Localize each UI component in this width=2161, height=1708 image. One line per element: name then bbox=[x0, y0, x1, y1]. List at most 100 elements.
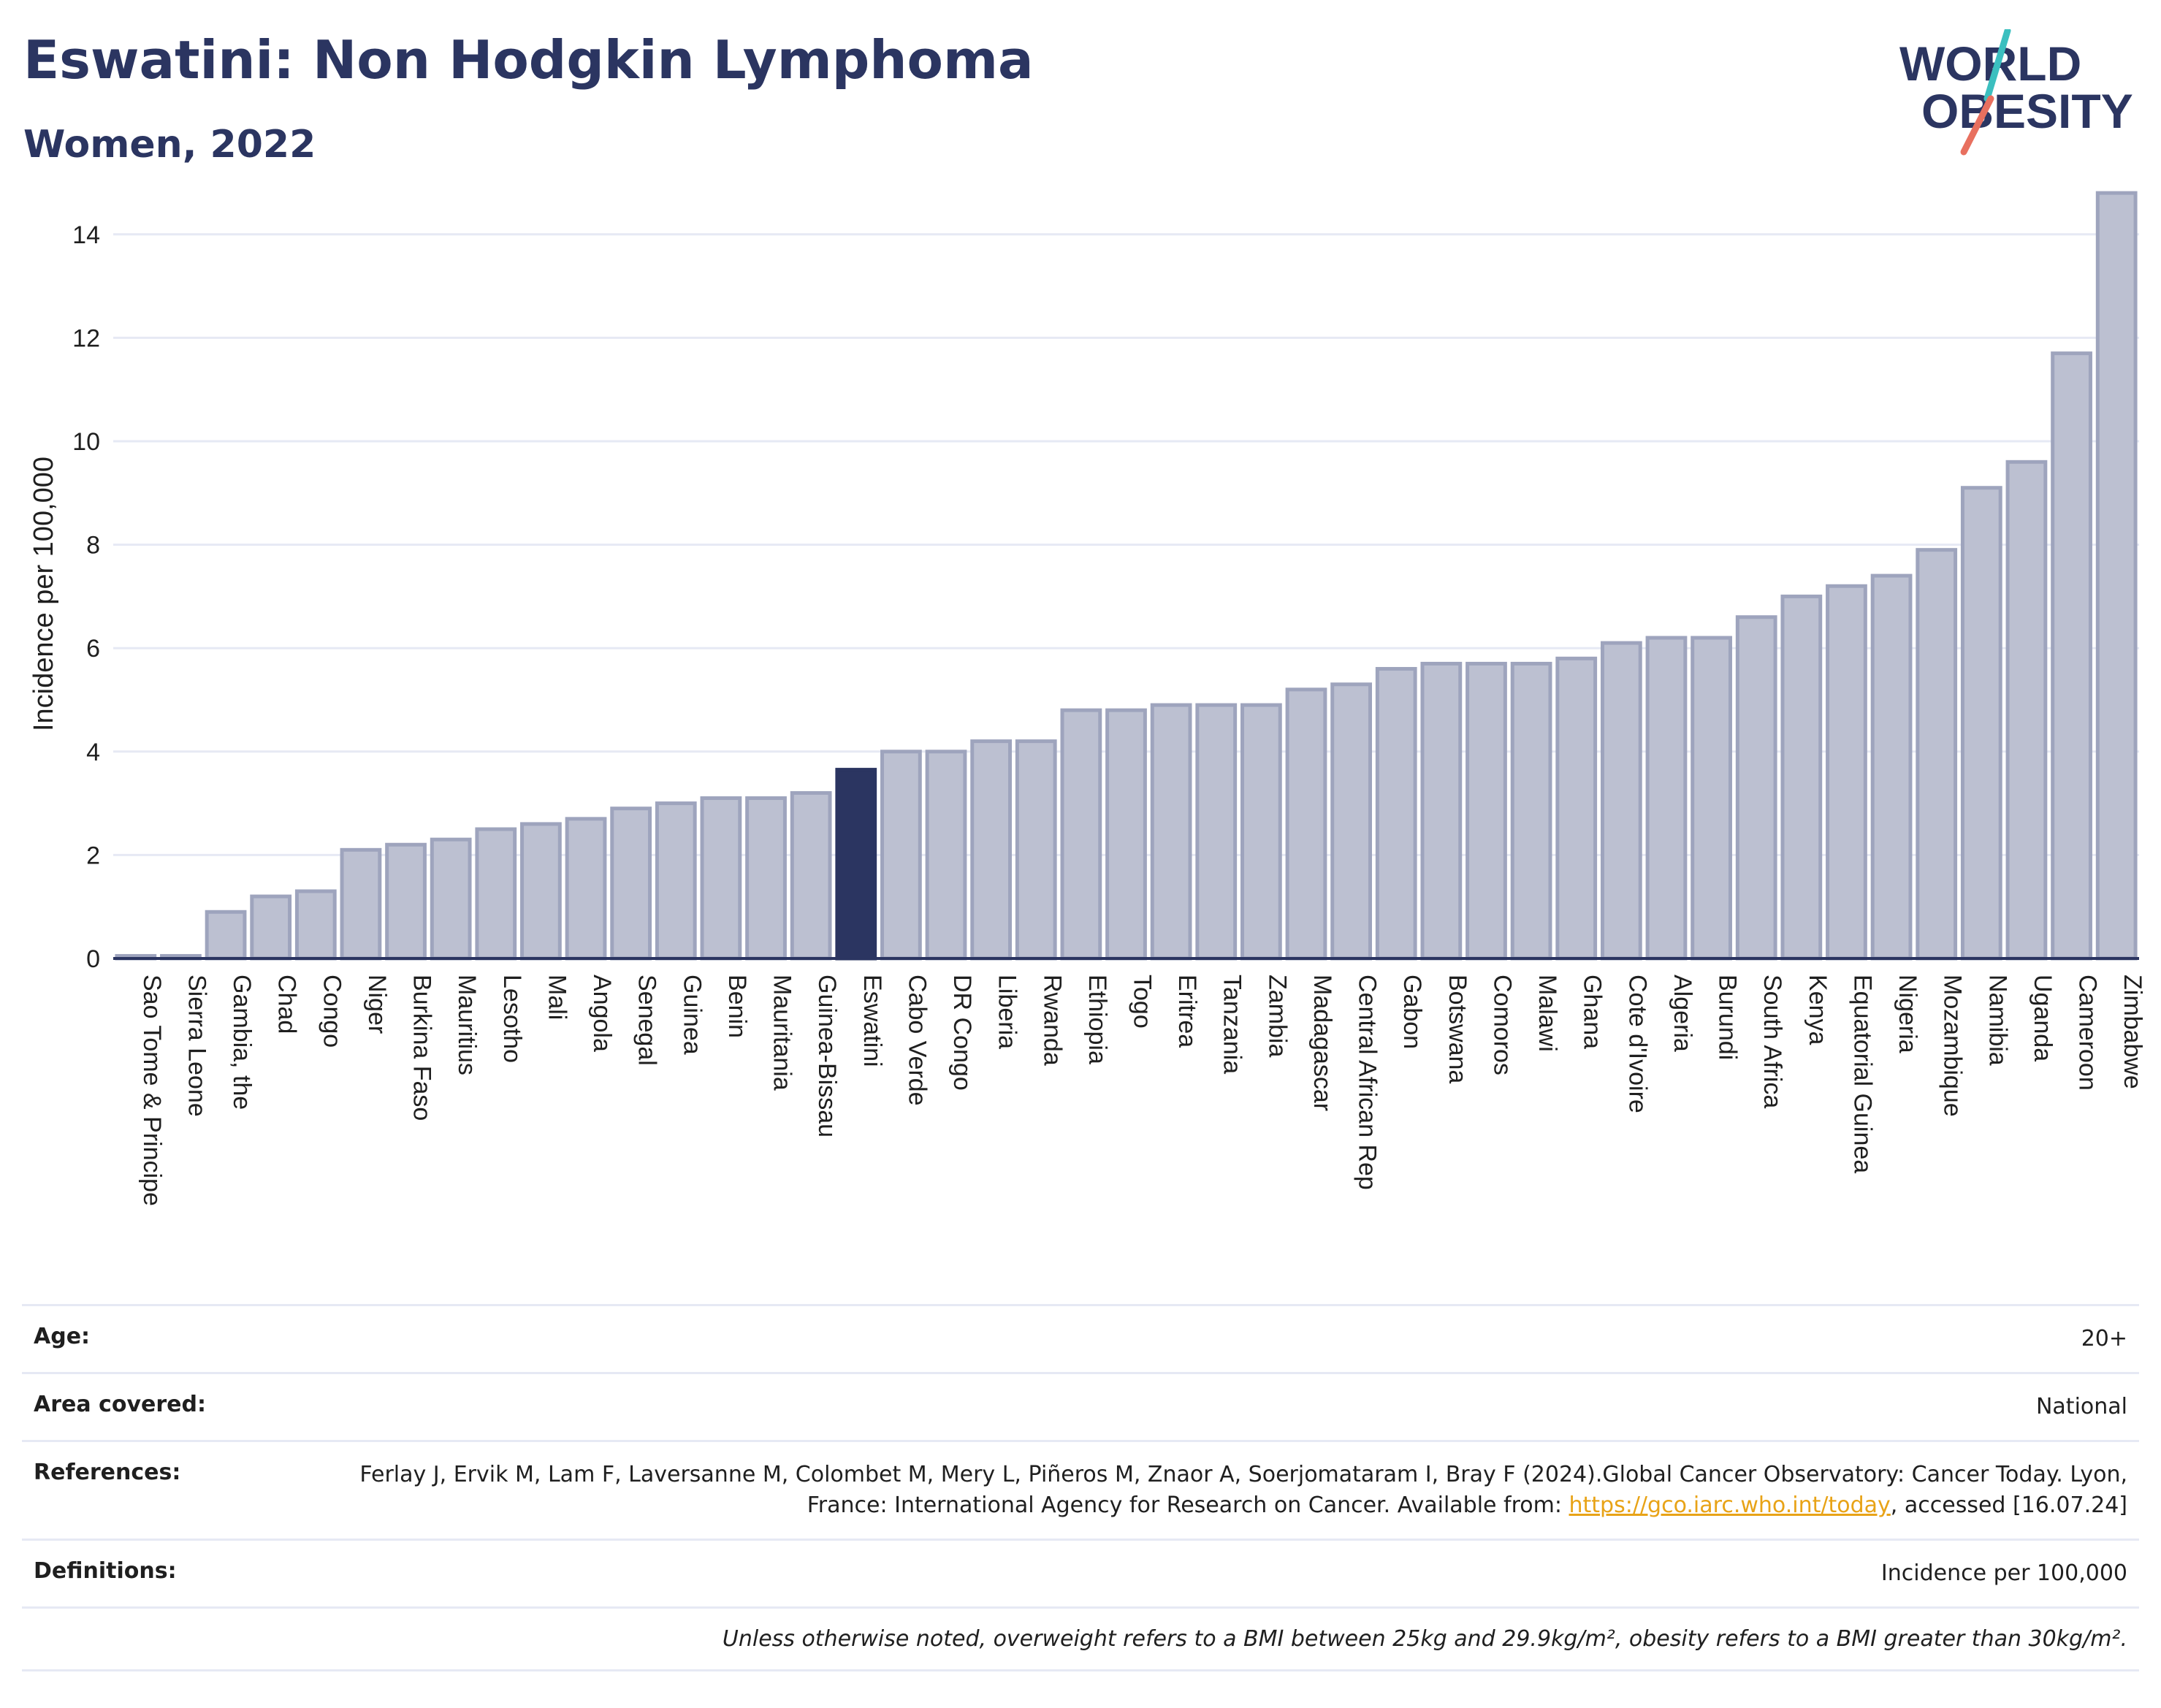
y-tick-label: 8 bbox=[86, 532, 100, 560]
info-row-area: Area covered: National bbox=[22, 1372, 2139, 1440]
bar bbox=[1555, 656, 1598, 961]
x-tick-label: Mauritania bbox=[769, 975, 796, 1091]
axis-layer: 0 2 4 6 8 10 12 14 Sao Tome & Principe Sierra Leo… bbox=[72, 221, 2146, 1206]
logo-word-2: OBESITY bbox=[1921, 84, 2133, 138]
info-row-references: References: Ferlay J, Ervik M, Lam F, La… bbox=[22, 1440, 2139, 1539]
bar bbox=[880, 750, 922, 961]
info-row-definitions: Definitions: Incidence per 100,000 bbox=[22, 1539, 2139, 1606]
x-tick-label: Cote d'Ivoire bbox=[1623, 975, 1651, 1113]
x-tick-label: Eswatini bbox=[858, 975, 886, 1067]
y-tick-label: 2 bbox=[86, 842, 100, 869]
bar bbox=[250, 894, 292, 961]
references-link[interactable]: https://gco.iarc.who.int/today bbox=[1569, 1492, 1891, 1518]
x-tick-label: Liberia bbox=[994, 975, 1021, 1049]
x-tick-label: Uganda bbox=[2029, 975, 2057, 1061]
x-tick-label: Ethiopia bbox=[1083, 975, 1111, 1064]
x-tick-label: Guinea bbox=[678, 975, 706, 1055]
bar bbox=[610, 807, 652, 961]
bar bbox=[1466, 661, 1507, 961]
area-value: National bbox=[2035, 1394, 2127, 1419]
y-tick-label: 12 bbox=[72, 324, 100, 352]
x-tick-label: Mozambique bbox=[1939, 975, 1967, 1117]
bar bbox=[1150, 703, 1192, 961]
x-tick-label: Burundi bbox=[1714, 975, 1742, 1060]
x-tick-label: Togo bbox=[1129, 975, 1156, 1029]
bar bbox=[655, 801, 697, 961]
info-table: Age: 20+ Area covered: National Referenc… bbox=[22, 1304, 2139, 1671]
x-tick-label: Madagascar bbox=[1308, 975, 1336, 1111]
bar bbox=[1870, 573, 1913, 961]
bar bbox=[1105, 708, 1147, 961]
x-tick-label: Algeria bbox=[1669, 975, 1696, 1052]
y-tick-label: 14 bbox=[72, 221, 100, 249]
age-label: Age: bbox=[34, 1324, 91, 1349]
bar bbox=[745, 796, 787, 961]
x-tick-label: Cabo Verde bbox=[903, 975, 931, 1106]
logo-slash-teal bbox=[1983, 29, 2011, 102]
x-tick-label: Botswana bbox=[1444, 975, 1471, 1083]
bar bbox=[2095, 191, 2138, 961]
x-tick-label: DR Congo bbox=[948, 975, 976, 1091]
references-label: References: bbox=[34, 1460, 181, 1485]
bar bbox=[925, 750, 967, 961]
bar bbox=[1600, 641, 1642, 961]
x-tick-label: Mali bbox=[543, 975, 571, 1020]
bar bbox=[1780, 594, 1823, 961]
x-tick-label: Eritrea bbox=[1173, 975, 1201, 1048]
x-tick-label: Zambia bbox=[1263, 975, 1291, 1057]
x-tick-label: Sierra Leone bbox=[183, 975, 210, 1117]
x-tick-label: South Africa bbox=[1758, 975, 1786, 1108]
bar bbox=[1510, 661, 1552, 961]
x-tick-label: Senegal bbox=[633, 975, 661, 1066]
x-tick-label: Gambia, the bbox=[228, 975, 256, 1110]
x-tick-label: Lesotho bbox=[498, 975, 526, 1063]
bar bbox=[294, 889, 337, 961]
x-tick-label: Rwanda bbox=[1038, 975, 1066, 1066]
bar bbox=[205, 910, 247, 961]
bar bbox=[700, 796, 742, 961]
age-value: 20+ bbox=[2081, 1326, 2127, 1351]
bar bbox=[340, 847, 382, 961]
bar bbox=[1240, 703, 1282, 961]
references-text-1: Ferlay J, Ervik M, Lam F, Laversanne M, … bbox=[359, 1462, 2127, 1518]
bar bbox=[1060, 708, 1102, 961]
area-label: Area covered: bbox=[34, 1392, 206, 1417]
bar bbox=[1195, 703, 1238, 961]
bar bbox=[2051, 351, 2092, 961]
bmi-note: Unless otherwise noted, overweight refer… bbox=[722, 1626, 2127, 1652]
bar bbox=[385, 842, 427, 961]
info-row-age: Age: 20+ bbox=[22, 1304, 2139, 1372]
x-tick-label: Kenya bbox=[1804, 975, 1832, 1045]
x-tick-label: Gabon bbox=[1398, 975, 1426, 1049]
definitions-label: Definitions: bbox=[34, 1558, 177, 1584]
info-row-note: Unless otherwise noted, overweight refer… bbox=[22, 1606, 2139, 1671]
page-subtitle: Women, 2022 bbox=[23, 123, 316, 167]
x-tick-label: Cameroon bbox=[2074, 975, 2102, 1091]
bar bbox=[1826, 584, 1867, 961]
bar bbox=[1375, 667, 1417, 961]
logo-slash-coral bbox=[1960, 95, 1994, 156]
bar-highlighted bbox=[835, 768, 877, 961]
y-tick-label: 4 bbox=[86, 739, 100, 766]
x-tick-label: Malawi bbox=[1533, 975, 1561, 1052]
page-title: Eswatini: Non Hodgkin Lymphoma bbox=[23, 29, 1034, 91]
y-tick-label: 6 bbox=[86, 635, 100, 663]
x-tick-label: Central African Rep bbox=[1354, 975, 1381, 1190]
bar bbox=[1330, 682, 1372, 961]
x-tick-label: Zimbabwe bbox=[2119, 975, 2146, 1089]
bar bbox=[970, 739, 1013, 961]
bar-chart: 0 2 4 6 8 10 12 14 Sao Tome & Principe Sierra Leo… bbox=[28, 191, 2146, 1206]
bar bbox=[1960, 486, 2002, 961]
x-tick-label: Equatorial Guinea bbox=[1848, 975, 1876, 1173]
world-obesity-logo: WORLD OBESITY bbox=[1899, 29, 2133, 156]
x-tick-label: Angola bbox=[588, 975, 616, 1052]
x-tick-label: Chad bbox=[273, 975, 301, 1034]
x-tick-label: Comoros bbox=[1488, 975, 1516, 1075]
references-value: Ferlay J, Ervik M, Lam F, Laversanne M, … bbox=[301, 1460, 2127, 1521]
bar bbox=[1420, 661, 1463, 961]
bar bbox=[1645, 636, 1688, 961]
y-tick-label: 10 bbox=[72, 428, 100, 456]
bar-layer bbox=[115, 191, 2138, 961]
bar bbox=[1015, 739, 1057, 961]
x-tick-label: Sao Tome & Principe bbox=[138, 975, 166, 1206]
